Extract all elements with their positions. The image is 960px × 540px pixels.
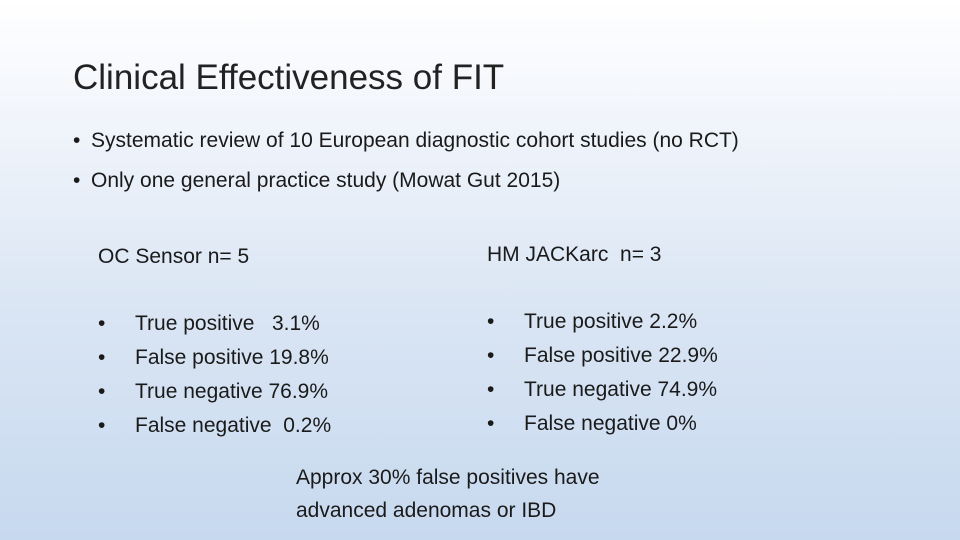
column-heading: OC Sensor n= 5: [98, 245, 250, 268]
oc-sensor-column: OC Sensor n= 5 • True positive 3.1% • Fals…: [98, 240, 331, 437]
bullet-icon: •: [98, 346, 106, 369]
intro-bullet-item: • Systematic review of 10 European diagno…: [73, 126, 739, 166]
result-item: • True positive 3.1%: [98, 309, 418, 343]
column-heading: HM JACKarc n= 3: [487, 243, 662, 266]
bullet-icon: •: [98, 414, 106, 437]
result-item: • False positive 19.8%: [98, 343, 418, 377]
bullet-icon: •: [487, 378, 495, 401]
result-text: False negative 0%: [524, 412, 697, 435]
summary-note-line: Approx 30% false positives have: [296, 466, 600, 489]
bullet-icon: •: [98, 380, 106, 403]
result-item: • True negative 74.9%: [487, 375, 807, 409]
hm-jackarc-column: HM JACKarc n= 3 • True positive 2.2% • Fal…: [487, 238, 718, 435]
intro-bullet-text: Only one general practice study (Mowat G…: [91, 169, 561, 192]
result-text: True negative 74.9%: [524, 378, 718, 401]
intro-bullet-text: Systematic review of 10 European diagnos…: [91, 129, 739, 152]
result-item: • False positive 22.9%: [487, 341, 807, 375]
result-item: • True positive 2.2%: [487, 307, 807, 341]
result-item: • False negative 0.2%: [98, 411, 418, 445]
bullet-icon: •: [487, 310, 495, 333]
intro-bullet-item: • Only one general practice study (Mowat …: [73, 166, 739, 206]
bullet-icon: •: [73, 129, 81, 152]
result-text: False positive 22.9%: [524, 344, 718, 367]
intro-bullet-list: • Systematic review of 10 European diagno…: [73, 126, 739, 206]
summary-note-line: advanced adenomas or IBD: [296, 499, 557, 522]
bullet-icon: •: [487, 344, 495, 367]
result-item: • True negative 76.9%: [98, 377, 418, 411]
bullet-icon: •: [487, 412, 495, 435]
result-text: True positive 3.1%: [135, 312, 320, 335]
bullet-icon: •: [98, 312, 106, 335]
result-text: True positive 2.2%: [524, 310, 698, 333]
hm-jackarc-results-list: • True positive 2.2% • False positive 22.9…: [487, 307, 807, 443]
slide-title: Clinical Effectiveness of FIT: [73, 58, 505, 97]
result-text: False negative 0.2%: [135, 414, 332, 437]
oc-sensor-results-list: • True positive 3.1% • False positive 19.8…: [98, 309, 418, 445]
result-text: True negative 76.9%: [135, 380, 329, 403]
result-item: • False negative 0%: [487, 409, 807, 443]
summary-note: Approx 30% false positives have advanced…: [296, 461, 716, 527]
bullet-icon: •: [73, 169, 81, 192]
result-text: False positive 19.8%: [135, 346, 329, 369]
